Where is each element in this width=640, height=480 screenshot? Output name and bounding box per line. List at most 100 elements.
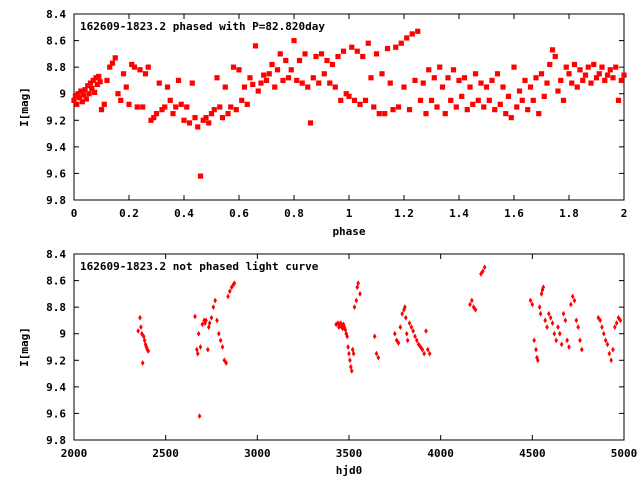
data-point [470, 101, 476, 107]
data-point [203, 320, 207, 326]
data-point [481, 268, 485, 275]
data-point [94, 81, 100, 88]
data-point [519, 97, 525, 103]
data-point [178, 101, 184, 107]
data-point [123, 84, 129, 90]
data-point [153, 111, 160, 117]
data-point [316, 80, 322, 86]
x-tick-label: 0.4 [174, 207, 194, 220]
data-point [453, 104, 459, 110]
data-point [337, 324, 341, 330]
data-point [162, 104, 168, 110]
data-point [204, 317, 208, 324]
data-point [156, 80, 162, 86]
data-point [558, 77, 564, 84]
data-point [404, 330, 409, 337]
data-point [472, 71, 479, 77]
data-point [422, 350, 426, 357]
data-point [541, 284, 546, 291]
data-point [206, 346, 210, 353]
data-point [277, 51, 283, 57]
y-axis-label: I[mag] [18, 327, 31, 367]
data-point [407, 320, 412, 326]
data-point [434, 104, 440, 110]
x-tick-label: 0.8 [284, 207, 304, 220]
data-point [393, 330, 397, 337]
chart-title: 162609-1823.2 phased with P=82.820day [80, 20, 325, 33]
data-point [602, 330, 606, 337]
y-tick-label: 8.6 [46, 35, 66, 48]
data-point [522, 77, 528, 84]
data-point [618, 77, 624, 84]
data-point [475, 97, 481, 103]
data-point [596, 71, 602, 77]
data-point [539, 290, 544, 297]
data-point [580, 346, 584, 353]
data-point [574, 317, 579, 324]
data-point [136, 328, 140, 334]
data-point [550, 320, 555, 326]
data-point [241, 84, 248, 90]
data-point [558, 330, 562, 337]
data-point [196, 330, 201, 337]
data-point [131, 64, 138, 70]
data-point [288, 67, 294, 73]
data-point [500, 84, 506, 90]
data-point [552, 53, 558, 60]
data-point [602, 77, 608, 84]
data-point [412, 77, 418, 84]
data-point [142, 71, 149, 77]
data-point [252, 43, 259, 49]
data-point [403, 304, 407, 311]
data-point [112, 55, 118, 61]
x-tick-label: 2000 [61, 447, 88, 460]
data-point [405, 337, 410, 344]
data-point [345, 333, 349, 340]
data-point [74, 101, 80, 107]
data-point [445, 75, 451, 81]
data-point [544, 80, 550, 86]
data-point [358, 290, 362, 297]
data-point [347, 350, 351, 357]
data-point [603, 337, 608, 344]
data-point [547, 61, 553, 68]
data-point [560, 97, 567, 103]
data-point [138, 314, 142, 321]
x-axis-label: phase [332, 225, 365, 238]
data-point [126, 101, 132, 107]
data-point [616, 314, 621, 321]
data-point [615, 97, 622, 103]
data-point [576, 324, 580, 330]
data-point [481, 104, 487, 110]
data-point [511, 64, 517, 70]
data-point [611, 346, 615, 353]
data-point [214, 75, 220, 81]
data-point [327, 80, 333, 86]
y-tick-label: 9.6 [46, 407, 66, 420]
data-point [98, 107, 105, 113]
y-tick-label: 9.8 [46, 194, 66, 207]
y-tick-label: 9.4 [46, 381, 66, 394]
data-point [120, 71, 127, 77]
data-point [200, 321, 205, 328]
data-point [559, 341, 564, 348]
data-point [280, 77, 286, 84]
data-point [379, 71, 385, 77]
y-axis-label: I[mag] [18, 87, 31, 127]
data-point [395, 104, 402, 110]
data-point [376, 354, 381, 361]
data-point [426, 346, 430, 353]
data-point [78, 88, 84, 94]
data-point [335, 53, 341, 60]
data-point [89, 85, 95, 91]
data-point [90, 77, 96, 84]
data-point [225, 111, 231, 117]
data-point [376, 111, 382, 117]
data-point [118, 97, 124, 103]
data-point [536, 357, 540, 364]
data-point [321, 71, 327, 77]
data-point [456, 77, 462, 84]
data-point [614, 320, 619, 326]
data-point [525, 107, 531, 113]
data-point [482, 264, 487, 271]
